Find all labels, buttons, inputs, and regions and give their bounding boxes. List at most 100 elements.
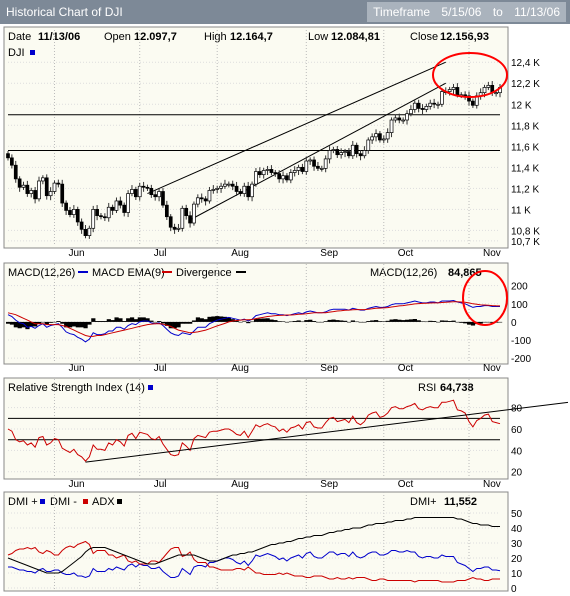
info-high: 12.164,7 (230, 31, 273, 43)
price-candle-body (370, 136, 375, 141)
macd-divergence-bar (129, 317, 135, 322)
rsi-ytick-label: 40 (511, 446, 523, 457)
macd-divergence-bar (188, 321, 193, 324)
macd-divergence-bar (346, 321, 352, 323)
price-candle-body (17, 178, 22, 188)
macd-value-label: MACD(12,26) (370, 267, 437, 279)
timeframe-box[interactable]: Timeframe 5/15/06 to 11/13/06 (367, 2, 566, 22)
month-tick-label: Nov (483, 248, 501, 259)
price-candle-body (215, 187, 220, 190)
macd-divergence-bar (436, 321, 441, 323)
macd-ema-line (7, 301, 501, 337)
price-candle-body (409, 109, 413, 115)
macd-divergence-bar (261, 318, 266, 322)
price-annotation-circle (432, 52, 508, 98)
macd-divergence-bar (56, 321, 61, 322)
rsi-value-label: RSI (418, 382, 436, 394)
timeframe-to: to (492, 5, 503, 19)
macd-divergence-bar (288, 321, 294, 323)
macd-divergence-bar (44, 321, 49, 325)
annotation-layer (85, 52, 569, 463)
price-candle-body (366, 139, 371, 151)
price-candle-body (463, 94, 467, 97)
macd-divergence-bar (393, 319, 398, 322)
title-bar: Historical Chart of DJI Timeframe 5/15/0… (0, 0, 570, 24)
price-candle-body (327, 150, 332, 160)
month-tick-label: Oct (398, 248, 414, 259)
month-tick-label: Oct (398, 479, 414, 490)
price-candle-body (238, 191, 243, 194)
rsi-trendline (85, 401, 569, 463)
macd-divergence-bar (29, 321, 34, 327)
price-candle-body (118, 200, 123, 206)
macd-divergence-bar (17, 321, 22, 329)
macd-divergence-bar (470, 321, 476, 326)
macd-divergence-bar (443, 320, 448, 322)
macd-divergence-bar (428, 320, 433, 322)
macd-divergence-bar (416, 320, 421, 322)
macd-divergence-bar (250, 321, 255, 323)
macd-divergence-bar (203, 319, 208, 322)
month-tick-label: Jun (68, 248, 84, 259)
macd-divergence-bar (141, 317, 146, 322)
macd-divergence-bar (408, 319, 414, 322)
macd-divergence-bar (498, 321, 503, 323)
month-tick-label: Jul (154, 479, 167, 490)
price-candle-body (471, 100, 475, 106)
price-candle-body (304, 160, 309, 172)
price-candle-body (145, 186, 150, 189)
price-candle-body (265, 169, 270, 171)
dmi-plus-line (8, 549, 501, 579)
price-candle-body (482, 87, 487, 94)
dmi-ytick-label: 20 (511, 554, 523, 565)
price-panel (3, 26, 509, 249)
price-candle-body (308, 159, 313, 162)
price-candle-body (25, 184, 30, 194)
macd-divergence-bar (323, 321, 328, 322)
price-candle-body (447, 89, 452, 92)
month-tick-label: Jul (154, 363, 167, 374)
price-candle-body (91, 209, 96, 229)
price-candle-body (242, 185, 247, 194)
macd-legend-div: Divergence (176, 267, 232, 279)
info-open: 12.097,7 (134, 31, 177, 43)
month-tick-label: Nov (483, 363, 501, 374)
price-candle-body (72, 209, 76, 215)
info-date-label: Date (8, 31, 31, 43)
price-candle-body (133, 189, 138, 198)
macd-divergence-bar (265, 318, 270, 322)
macd-divergence-bar (242, 321, 247, 322)
price-candle-body (161, 191, 165, 206)
timeframe-start: 5/15/06 (441, 5, 482, 19)
macd-divergence-bar (463, 321, 468, 324)
price-candle-body (230, 183, 235, 187)
month-tick-label: Sep (320, 479, 338, 490)
price-candle-body (261, 170, 266, 176)
macd-divergence-bar (455, 321, 460, 323)
price-ytick-label: 11,4 K (511, 163, 539, 174)
price-candle-body (246, 185, 251, 198)
macd-divergence-bar (234, 320, 239, 322)
macd-divergence-bar (207, 316, 212, 322)
macd-divergence-bar (160, 321, 166, 324)
macd-divergence-bar (315, 321, 321, 323)
price-ytick-label: 11,8 K (511, 121, 539, 132)
macd-annotation-circle (462, 270, 508, 326)
price-candle-body (358, 153, 363, 157)
macd-divergence-bar (389, 319, 394, 322)
dmi-ytick-label: 0 (511, 584, 517, 595)
macd-divergence-bar (176, 321, 181, 328)
macd-divergence-bar (281, 321, 286, 322)
price-candle-body (60, 183, 65, 204)
price-candle-body (273, 172, 278, 174)
price-candle-body (467, 95, 471, 102)
price-candle-body (95, 209, 99, 217)
price-candle-body (436, 103, 440, 106)
month-tick-label: Sep (320, 248, 338, 259)
price-candle-body (64, 202, 68, 211)
macd-divergence-bar (75, 321, 80, 328)
dmi-value-label: DMI+ (410, 496, 437, 508)
macd-divergence-bar (459, 321, 464, 323)
macd-divergence-bar (133, 319, 139, 322)
macd-divergence-bar (48, 321, 53, 323)
